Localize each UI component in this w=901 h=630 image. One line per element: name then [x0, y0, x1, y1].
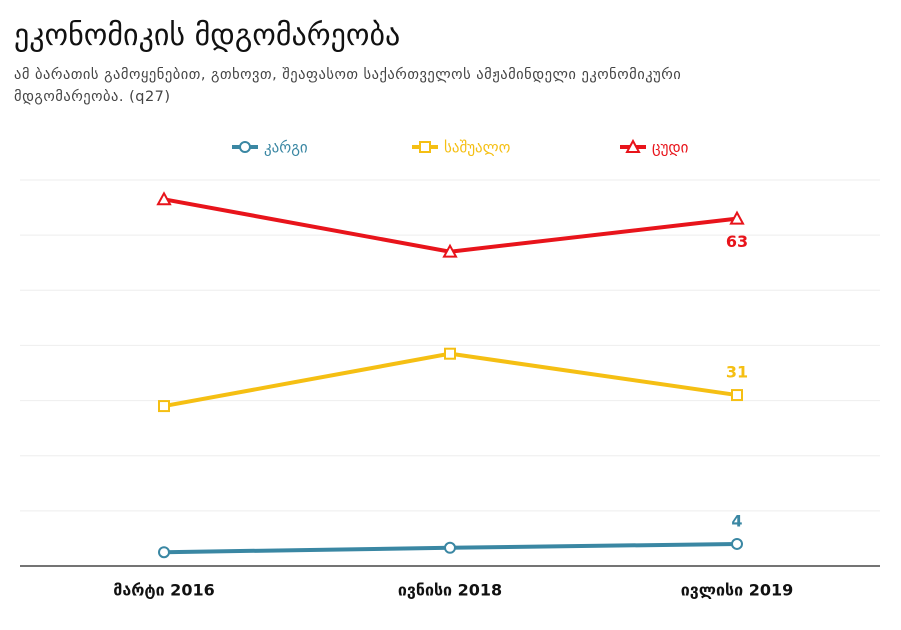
- point-marker: [156, 191, 172, 206]
- legend-marker: [239, 141, 251, 153]
- x-tick-label: მარტი 2016: [113, 581, 214, 600]
- point-marker: [731, 389, 743, 402]
- point-marker: [444, 347, 456, 360]
- point-marker: [158, 546, 170, 559]
- legend-label: კარგი: [264, 139, 308, 157]
- series-line: [163, 351, 738, 409]
- x-tick-label: ივლისი 2019: [681, 581, 793, 600]
- chart-title: ეკონომიკის მდგომარეობა: [14, 18, 401, 53]
- point-marker: [442, 243, 458, 258]
- data-label: 31: [726, 363, 748, 382]
- legend-label: საშუალო: [444, 139, 511, 157]
- point-marker: [158, 400, 170, 413]
- chart-subtitle: ამ ბარათის გამოყენებით, გთხოვთ, შეაფასოთ…: [14, 67, 682, 105]
- series-line: [163, 197, 738, 254]
- point-marker: [731, 537, 743, 550]
- legend-marker: [419, 141, 431, 153]
- data-label: 63: [726, 232, 748, 251]
- legend-label: ცუდი: [652, 139, 689, 157]
- point-marker: [729, 210, 745, 225]
- legend-marker: [625, 138, 641, 153]
- data-label: 4: [731, 511, 742, 530]
- x-tick-label: ივნისი 2018: [398, 581, 502, 600]
- point-marker: [444, 541, 456, 554]
